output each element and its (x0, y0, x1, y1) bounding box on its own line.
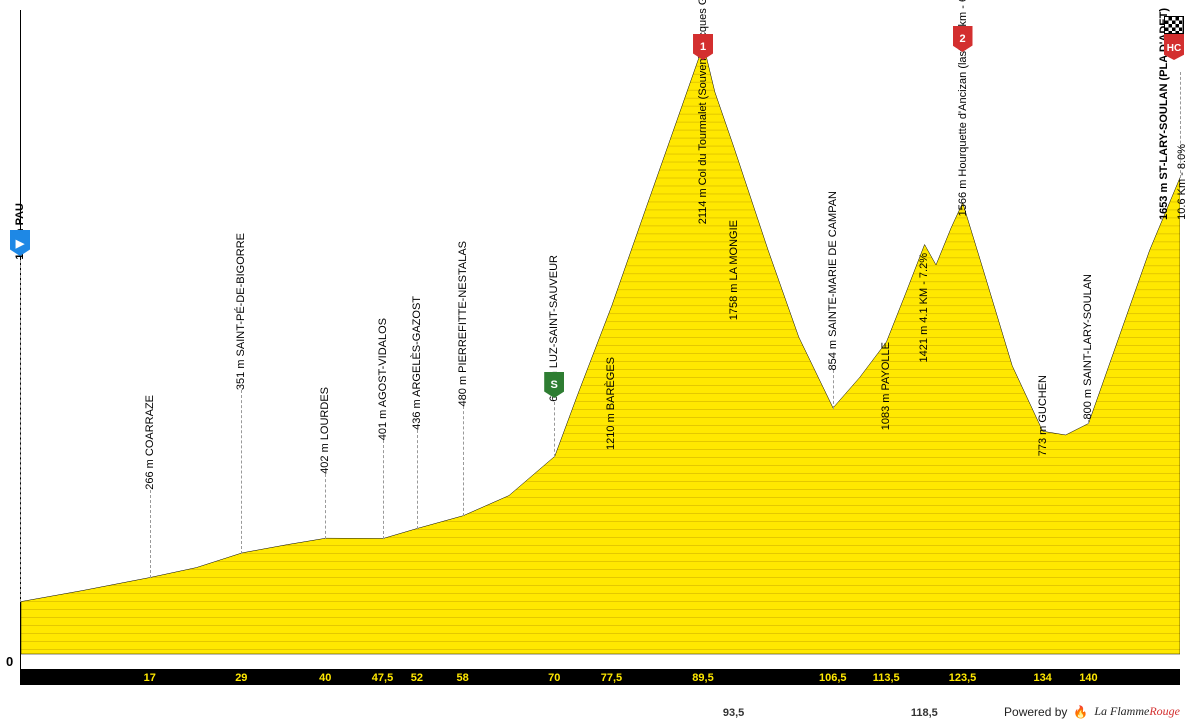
finish-icon: HC (1164, 18, 1184, 58)
flame-icon: 🔥 (1073, 705, 1088, 719)
km-tick-secondary: 93,5 (723, 707, 744, 719)
km-tick: 140 (1079, 672, 1097, 684)
km-tick: 40 (319, 672, 331, 684)
waypoint-label: 402 m LOURDES (319, 387, 331, 474)
guide-line (833, 370, 834, 409)
waypoint-label: 351 m SAINT-PÉ-DE-BIGORRE (235, 233, 247, 390)
guide-line (383, 440, 384, 539)
waypoint-label: 2114 m Col du Tourmalet (Souvenir Jacque… (697, 0, 709, 224)
waypoint-label: 1758 m LA MONGIE (728, 220, 740, 320)
guide-line (417, 430, 418, 529)
guide-line (20, 260, 21, 602)
guide-line (463, 406, 464, 516)
guide-line (241, 390, 242, 554)
km-end-label: 152 km (1132, 670, 1176, 685)
km-tick: 70 (548, 672, 560, 684)
km-tick: 77,5 (601, 672, 622, 684)
waypoint-label: 266 m COARRAZE (144, 395, 156, 490)
waypoint-label: 401 m AGOST-VIDALOS (377, 318, 389, 440)
guide-line (1088, 420, 1089, 424)
km-axis: 17 29 40 47,5 52 58 70 77,5 89,5 106,5 113,5 123,5 1… (20, 670, 1180, 685)
finish-stats: 10.6 Km - 8.0% (1176, 144, 1188, 220)
checkered-flag-icon (1164, 16, 1184, 34)
km-tick: 58 (457, 672, 469, 684)
waypoint-label: 854 m SAINTE-MARIE DE CAMPAN (827, 191, 839, 371)
elevation-profile-chart: 0 17 29 40 47,5 52 58 70 77,5 89,5 106,5 113,5 123,… (0, 0, 1200, 725)
km-tick: 17 (144, 672, 156, 684)
km-tick: 47,5 (372, 672, 393, 684)
waypoint-label: 480 m PIERREFITTE-NESTALAS (457, 241, 469, 406)
waypoint-label: 773 m GUCHEN (1037, 375, 1049, 456)
profile-area (21, 10, 1180, 669)
km-tick: 29 (235, 672, 247, 684)
waypoint-label: 800 m SAINT-LARY-SOULAN (1082, 274, 1094, 420)
waypoint-label: 1210 m BARÈGES (605, 357, 617, 450)
hc-category-icon: HC (1164, 34, 1184, 60)
km-tick: 134 (1033, 672, 1051, 684)
guide-line (554, 402, 555, 457)
km-start-label: 0 (6, 654, 13, 669)
km-tick: 52 (411, 672, 423, 684)
km-tick: 113,5 (873, 672, 900, 684)
km-tick: 89,5 (692, 672, 713, 684)
km-tick-secondary: 118,5 (911, 707, 938, 719)
footer-attribution: Powered by 🔥 La FlammeRouge (1004, 704, 1180, 719)
chart-area (20, 10, 1180, 670)
powered-by-text: Powered by (1004, 705, 1067, 719)
waypoint-label: 1421 m 4.1 KM - 7.2% (918, 253, 930, 362)
km-tick: 106,5 (819, 672, 847, 684)
brand-name: La FlammeRouge (1094, 704, 1180, 719)
guide-line (325, 474, 326, 539)
waypoint-label: 1083 m PAYOLLE (880, 342, 892, 430)
waypoint-label: 436 m ARGELÈS-GAZOST (411, 296, 423, 430)
km-tick: 123,5 (949, 672, 977, 684)
guide-line (150, 490, 151, 578)
